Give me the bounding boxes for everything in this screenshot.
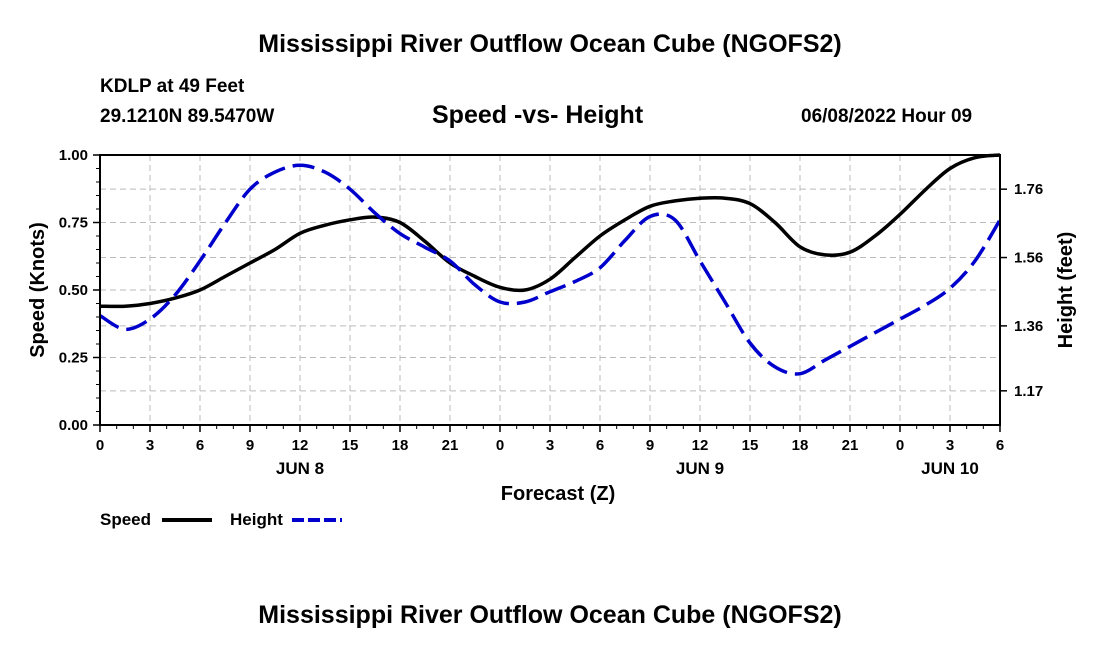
x-tick-label: 21 <box>442 437 459 454</box>
chart-main-title-repeat: Mississippi River Outflow Ocean Cube (NG… <box>258 601 842 629</box>
chart-main-title: Mississippi River Outflow Ocean Cube (NG… <box>258 30 842 58</box>
x-tick-label: 3 <box>946 437 954 454</box>
x-tick-label: 6 <box>996 437 1004 454</box>
y-tick-label: 1.00 <box>59 147 88 164</box>
x-tick-label: 12 <box>292 437 309 454</box>
x-tick-label: 0 <box>96 437 104 454</box>
x-tick-label: 12 <box>692 437 709 454</box>
x-tick-label: 0 <box>496 437 504 454</box>
y2-axis-title: Height (feet) <box>1055 232 1077 349</box>
series-lines <box>99 153 1002 376</box>
x-tick-label: 6 <box>196 437 204 454</box>
x-tick-label: 18 <box>792 437 809 454</box>
legend: Speed Height <box>100 510 342 529</box>
chart-subtitle: Speed -vs- Height <box>432 101 644 129</box>
y2-tick-label: 1.56 <box>1014 250 1043 267</box>
axes: 0 3 6 9 12 15 18 21 0 3 6 9 12 15 18 21 0 3 6 JUN 8 JUN 9 JUN… <box>59 147 1043 478</box>
series-line-speed <box>99 153 1001 309</box>
y-tick-label: 0.75 <box>59 215 88 232</box>
x-tick-label: 3 <box>546 437 554 454</box>
station-coordinates: 29.1210N 89.5470W <box>100 106 275 127</box>
x-tick-label: 0 <box>896 437 904 454</box>
x-tick-label: 18 <box>392 437 409 454</box>
y2-tick-label: 1.17 <box>1014 383 1043 400</box>
date-label: JUN 9 <box>676 459 724 478</box>
y-tick-label: 0.25 <box>59 350 88 367</box>
x-tick-label: 15 <box>342 437 359 454</box>
x-tick-label: 9 <box>246 437 254 454</box>
x-tick-label: 6 <box>596 437 604 454</box>
y2-tick-label: 1.36 <box>1014 318 1043 335</box>
y-tick-label: 0.00 <box>59 417 88 434</box>
x-tick-label: 15 <box>742 437 759 454</box>
forecast-timestamp: 06/08/2022 Hour 09 <box>801 106 973 127</box>
x-axis-title: Forecast (Z) <box>501 483 615 505</box>
y2-tick-label: 1.76 <box>1014 181 1043 198</box>
legend-label-speed: Speed <box>100 510 151 529</box>
station-label: KDLP at 49 Feet <box>100 76 245 97</box>
x-tick-label: 9 <box>646 437 654 454</box>
x-tick-label: 3 <box>146 437 154 454</box>
date-label: JUN 10 <box>921 459 979 478</box>
date-label: JUN 8 <box>276 459 324 478</box>
series-line-height <box>99 163 1002 376</box>
x-tick-label: 21 <box>842 437 859 454</box>
y-tick-label: 0.50 <box>59 282 88 299</box>
y-axis-title: Speed (Knots) <box>27 222 49 358</box>
legend-label-height: Height <box>230 510 283 529</box>
